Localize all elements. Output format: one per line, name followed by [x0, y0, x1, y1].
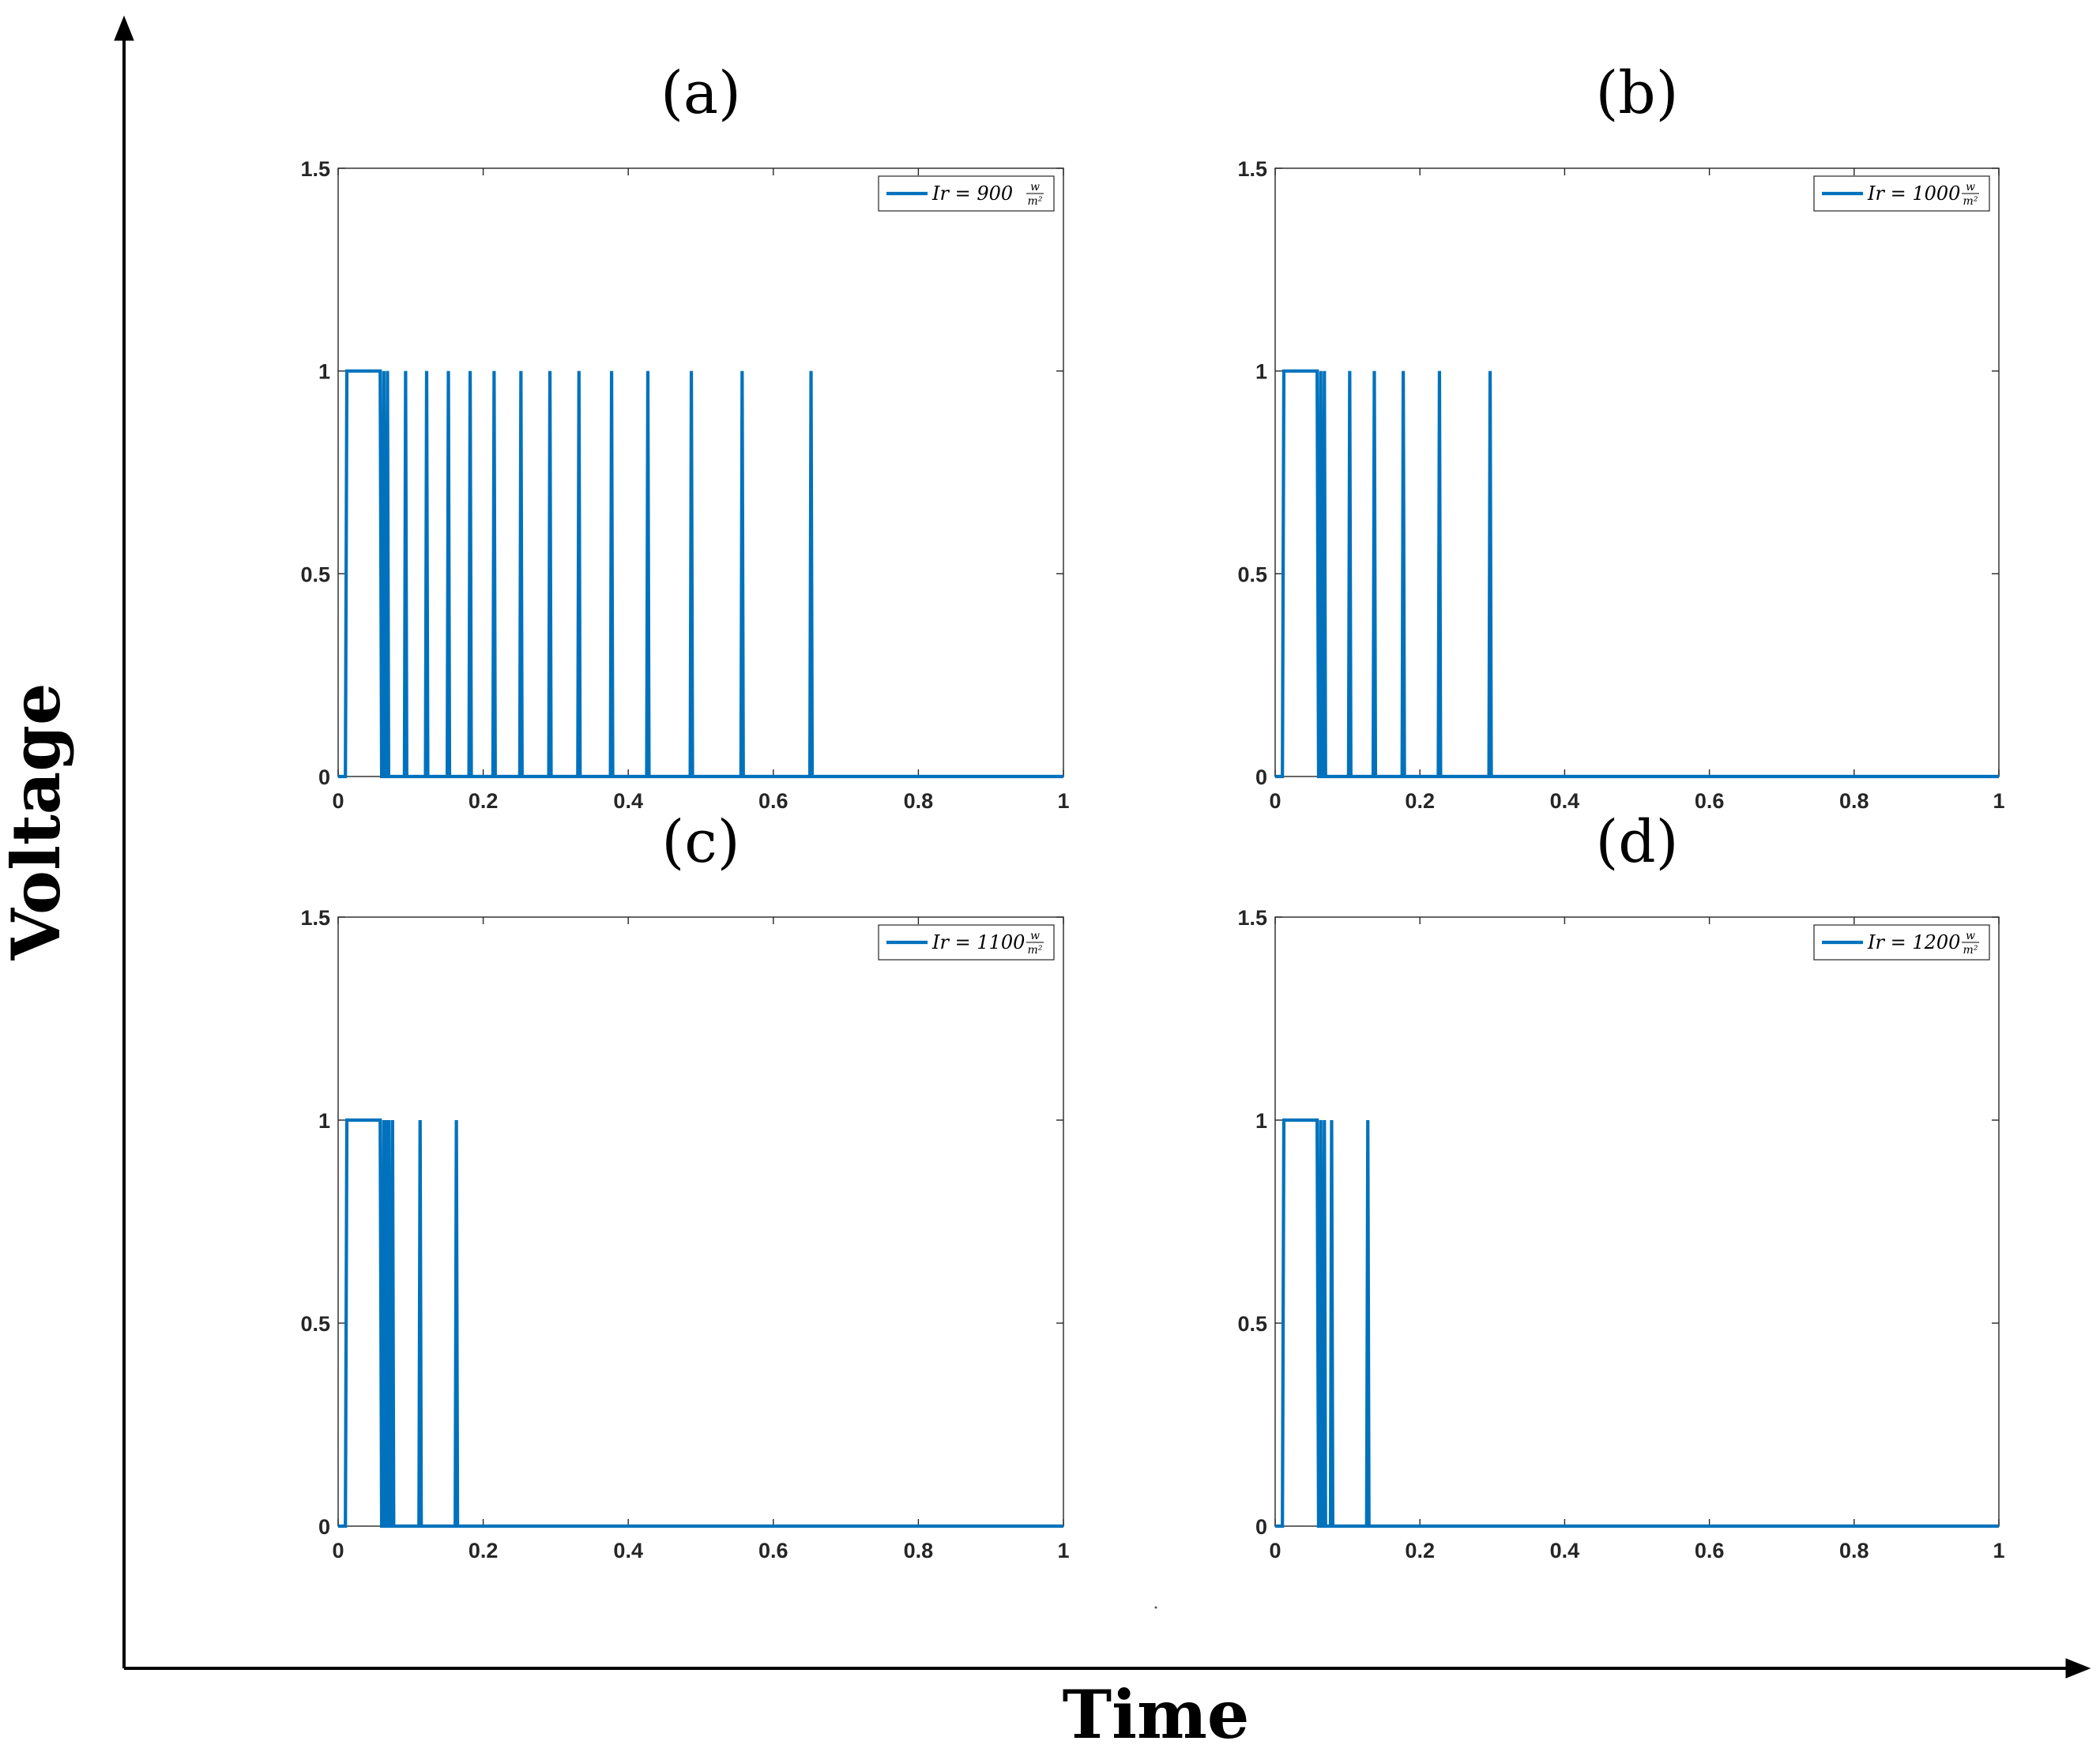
plot-frame — [1274, 916, 2000, 1527]
x-tick-label: 0.4 — [1550, 1539, 1580, 1562]
y-tick-label: 0 — [1255, 1515, 1267, 1539]
y-tick-label: 0 — [318, 1515, 330, 1539]
legend: Ir = 1000 wm² — [1813, 175, 1990, 212]
x-tick-label: 0.2 — [469, 1539, 499, 1562]
x-tick-label: 0 — [332, 789, 344, 813]
x-tick-label: 0.4 — [613, 1539, 643, 1562]
legend-unit-numerator: w — [1966, 181, 1975, 194]
x-tick-label: 0.2 — [1405, 789, 1435, 813]
y-tick-label: 1.5 — [1237, 157, 1267, 181]
y-tick-label: 1.5 — [300, 906, 330, 930]
y-tick-label: 1 — [318, 1109, 330, 1133]
legend-unit-numerator: w — [1030, 930, 1040, 942]
legend-unit-denominator: m² — [1028, 195, 1043, 208]
x-tick-label: 0.6 — [758, 1539, 788, 1562]
x-tick-label: 0.8 — [904, 1539, 934, 1562]
panel-title: (a) — [660, 59, 741, 127]
plot-frame — [1274, 167, 2000, 777]
legend-label: Ir = 900 — [931, 182, 1013, 205]
voltage-series-line — [1275, 369, 1999, 779]
x-tick-label: 0.8 — [1839, 789, 1869, 813]
subplot-d: (d) 0 0.2 0.4 0.6 0.8 1 0 0.5 1 1.5 Ir = 1200 w m² — [1237, 808, 2004, 1562]
x-tick-label: 0.6 — [1695, 1539, 1725, 1562]
legend-unit-numerator: w — [1030, 181, 1040, 194]
legend-unit-numerator: w — [1966, 930, 1975, 942]
x-tick-label: 1 — [1993, 789, 2004, 813]
voltage-series-line — [338, 369, 1063, 779]
legend: Ir = 1200 w m² — [1813, 924, 1990, 961]
legend: Ir = 900 wm² — [878, 175, 1055, 212]
legend-unit-denominator: m² — [1963, 195, 1978, 208]
y-tick-label: 0 — [318, 765, 330, 789]
legend-unit-denominator: m² — [1028, 944, 1043, 957]
stray-dot — [1154, 1606, 1157, 1609]
y-tick-label: 0 — [1255, 765, 1267, 789]
y-tick-label: 0.5 — [300, 562, 330, 586]
y-tick-label: 0.5 — [1237, 562, 1267, 586]
y-tick-label: 0.5 — [1237, 1312, 1267, 1336]
plot-frame — [337, 916, 1064, 1527]
y-tick-label: 0.5 — [300, 1312, 330, 1336]
x-tick-label: 1 — [1057, 1539, 1069, 1562]
x-tick-label: 0.2 — [469, 789, 499, 813]
x-tick-label: 0 — [1269, 789, 1281, 813]
legend-label: Ir = 1100 — [931, 931, 1025, 953]
legend-label: Ir = 1200 — [1867, 931, 1960, 953]
panel-title: (c) — [661, 808, 740, 876]
x-tick-label: 1 — [1993, 1539, 2004, 1562]
legend-unit-denominator: m² — [1963, 944, 1978, 957]
legend-label: Ir = 1000 — [1867, 182, 1960, 205]
x-tick-label: 1 — [1057, 789, 1069, 813]
y-tick-label: 1.5 — [1237, 906, 1267, 930]
y-tick-label: 1 — [1255, 360, 1267, 384]
panel-title: (d) — [1595, 808, 1678, 876]
x-tick-label: 0.4 — [613, 789, 643, 813]
x-tick-label: 0.8 — [904, 789, 934, 813]
y-tick-label: 1.5 — [300, 157, 330, 181]
x-tick-label: 0.2 — [1405, 1539, 1435, 1562]
y-tick-label: 1 — [318, 360, 330, 384]
x-axis-title: Time — [1063, 1675, 1250, 1754]
subplot-a: (a) 0 0.2 0.4 0.6 0.8 1 0 0.5 1 1.5 Ir = 900 wm² — [300, 59, 1069, 813]
subplot-c: (c) 0 0.2 0.4 0.6 0.8 1 0 0.5 1 1.5 Ir = 1100 w m² — [300, 808, 1069, 1562]
x-tick-label: 0.6 — [758, 789, 788, 813]
panel-title: (b) — [1595, 59, 1678, 127]
x-tick-label: 0.8 — [1839, 1539, 1869, 1562]
y-axis-title: Voltage — [0, 683, 75, 961]
legend: Ir = 1100 w m² — [878, 924, 1055, 961]
y-tick-label: 1 — [1255, 1109, 1267, 1133]
x-tick-label: 0 — [1269, 1539, 1281, 1562]
x-tick-label: 0.4 — [1550, 789, 1580, 813]
x-tick-label: 0 — [332, 1539, 344, 1562]
subplot-b: (b) 0 0.2 0.4 0.6 0.8 1 0 0.5 1 1.5 Ir = 1000 wm² — [1237, 59, 2004, 813]
voltage-series-line — [338, 1118, 1063, 1529]
x-tick-label: 0.6 — [1695, 789, 1725, 813]
voltage-series-line — [1275, 1118, 1999, 1529]
